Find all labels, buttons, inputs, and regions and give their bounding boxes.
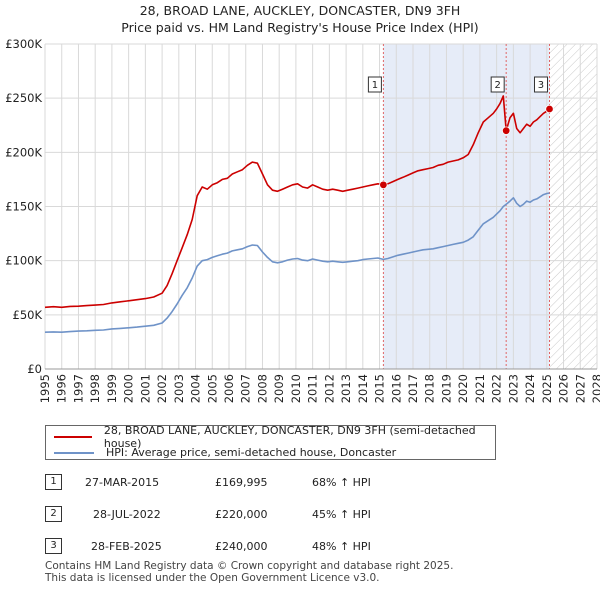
sale-badge: 1 xyxy=(45,474,62,490)
y-tick-label: £50K xyxy=(13,308,43,322)
x-tick-label: 2022 xyxy=(490,374,504,403)
x-tick-label: 2016 xyxy=(389,374,403,403)
x-tick-label: 2007 xyxy=(239,374,253,403)
legend-swatch-hpi xyxy=(54,451,94,454)
x-tick-label: 2028 xyxy=(590,374,600,403)
x-tick-label: 2023 xyxy=(506,374,520,403)
property-price-line xyxy=(44,95,551,309)
x-tick-label: 2009 xyxy=(272,374,286,403)
x-tick-label: 1999 xyxy=(105,374,119,403)
sale-label-box xyxy=(367,76,382,93)
legend-label-hpi: HPI: Average price, semi-detached house,… xyxy=(106,446,397,459)
sale-price: £169,995 xyxy=(215,476,268,489)
y-tick-label: £250K xyxy=(5,91,42,105)
attribution-line-2: This data is licensed under the Open Gov… xyxy=(45,572,380,584)
x-tick-label: 2020 xyxy=(456,374,470,403)
x-tick-label: 2024 xyxy=(523,374,537,403)
sale-point xyxy=(379,180,388,190)
sale-row: 2 28-JUL-2022 £220,000 45% ↑ HPI xyxy=(45,506,465,523)
sale-badge: 3 xyxy=(45,538,62,554)
sale-hpi-change: 45% ↑ HPI xyxy=(312,508,371,521)
x-tick-label: 1998 xyxy=(88,374,102,403)
x-tick-label: 2010 xyxy=(289,374,303,403)
sale-row: 1 27-MAR-2015 £169,995 68% ↑ HPI xyxy=(45,474,465,491)
x-tick-label: 1995 xyxy=(38,374,52,403)
attribution-footer: Contains HM Land Registry data © Crown c… xyxy=(45,560,453,584)
x-tick-label: 2019 xyxy=(439,374,453,403)
legend-swatch-property xyxy=(54,435,92,438)
sale-hpi-change: 48% ↑ HPI xyxy=(312,540,371,553)
x-tick-label: 2002 xyxy=(155,374,169,403)
x-tick-label: 2015 xyxy=(373,374,387,403)
legend-label-property: 28, BROAD LANE, AUCKLEY, DONCASTER, DN9 … xyxy=(103,423,476,450)
chart-title: 28, BROAD LANE, AUCKLEY, DONCASTER, DN9 … xyxy=(139,3,461,18)
x-tick-label: 2000 xyxy=(122,374,136,403)
chart-subtitle: Price paid vs. HM Land Registry's House … xyxy=(121,20,479,35)
y-tick-label: £200K xyxy=(5,145,42,159)
x-tick-label: 2025 xyxy=(540,374,554,403)
legend-item-property: 28, BROAD LANE, AUCKLEY, DONCASTER, DN9 … xyxy=(54,424,495,450)
sale-point xyxy=(545,104,554,114)
sale-label-box xyxy=(533,76,548,93)
x-tick-label: 2001 xyxy=(138,374,152,403)
legend-item-hpi: HPI: Average price, semi-detached house,… xyxy=(54,445,396,460)
hpi-line xyxy=(44,192,550,334)
sale-label-box xyxy=(490,76,505,93)
sale-date: 27-MAR-2015 xyxy=(85,476,160,489)
x-tick-label: 2017 xyxy=(406,374,420,403)
chart-legend: 28, BROAD LANE, AUCKLEY, DONCASTER, DN9 … xyxy=(45,424,496,460)
sale-point xyxy=(501,126,511,135)
x-tick-label: 2021 xyxy=(473,374,487,403)
x-tick-label: 2026 xyxy=(557,374,571,403)
x-tick-label: 2012 xyxy=(322,374,336,403)
x-tick-label: 2014 xyxy=(356,374,370,403)
chart-title-block: 28, BROAD LANE, AUCKLEY, DONCASTER, DN9 … xyxy=(0,2,600,36)
sale-label-text: 1 xyxy=(372,80,378,91)
sale-price: £220,000 xyxy=(215,508,268,521)
y-tick-label: £0 xyxy=(27,362,42,376)
x-tick-label: 2018 xyxy=(423,374,437,403)
x-tick-label: 2004 xyxy=(189,374,203,403)
sale-price: £240,000 xyxy=(215,540,268,553)
x-tick-label: 2027 xyxy=(573,374,587,403)
x-tick-label: 2003 xyxy=(172,374,186,403)
y-tick-label: £150K xyxy=(5,200,42,214)
sale-label-text: 2 xyxy=(494,80,500,91)
x-tick-label: 2006 xyxy=(222,374,236,403)
y-tick-label: £100K xyxy=(5,254,42,268)
sale-row: 3 28-FEB-2025 £240,000 48% ↑ HPI xyxy=(45,538,465,555)
sale-hpi-change: 68% ↑ HPI xyxy=(312,476,371,489)
x-tick-label: 2008 xyxy=(255,374,269,403)
x-tick-label: 2011 xyxy=(306,374,320,403)
x-tick-label: 2005 xyxy=(205,374,219,403)
x-tick-label: 1996 xyxy=(55,374,69,403)
y-tick-label: £300K xyxy=(5,37,42,51)
sale-date: 28-FEB-2025 xyxy=(91,540,162,553)
attribution-line-1: Contains HM Land Registry data © Crown c… xyxy=(45,560,454,572)
sale-label-text: 3 xyxy=(538,80,544,91)
sale-badge: 2 xyxy=(45,506,62,522)
sale-date: 28-JUL-2022 xyxy=(93,508,161,521)
x-tick-label: 2013 xyxy=(339,374,353,403)
x-tick-label: 1997 xyxy=(71,374,85,403)
